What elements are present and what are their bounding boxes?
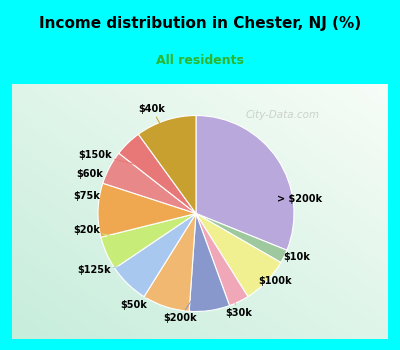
Wedge shape bbox=[103, 153, 196, 214]
Text: $40k: $40k bbox=[139, 104, 174, 150]
Text: $200k: $200k bbox=[163, 283, 204, 323]
Wedge shape bbox=[196, 214, 281, 296]
Text: City-Data.com: City-Data.com bbox=[246, 110, 320, 120]
Text: $30k: $30k bbox=[225, 277, 252, 317]
Text: $150k: $150k bbox=[78, 150, 148, 167]
Text: $100k: $100k bbox=[246, 262, 292, 286]
Wedge shape bbox=[196, 116, 294, 250]
Text: $20k: $20k bbox=[73, 225, 133, 242]
Text: Income distribution in Chester, NJ (%): Income distribution in Chester, NJ (%) bbox=[39, 16, 361, 31]
Wedge shape bbox=[144, 214, 196, 311]
Text: $125k: $125k bbox=[77, 263, 148, 275]
Text: $10k: $10k bbox=[258, 245, 310, 262]
Wedge shape bbox=[189, 214, 230, 312]
Wedge shape bbox=[196, 214, 287, 262]
Text: > $200k: > $200k bbox=[253, 180, 322, 203]
Wedge shape bbox=[98, 183, 196, 237]
Wedge shape bbox=[119, 134, 196, 214]
Text: $50k: $50k bbox=[120, 279, 173, 310]
Wedge shape bbox=[101, 214, 196, 268]
Text: $75k: $75k bbox=[73, 191, 128, 212]
Wedge shape bbox=[138, 116, 196, 214]
Wedge shape bbox=[115, 214, 196, 296]
Text: $60k: $60k bbox=[76, 169, 135, 184]
Wedge shape bbox=[196, 214, 248, 306]
Text: All residents: All residents bbox=[156, 54, 244, 67]
